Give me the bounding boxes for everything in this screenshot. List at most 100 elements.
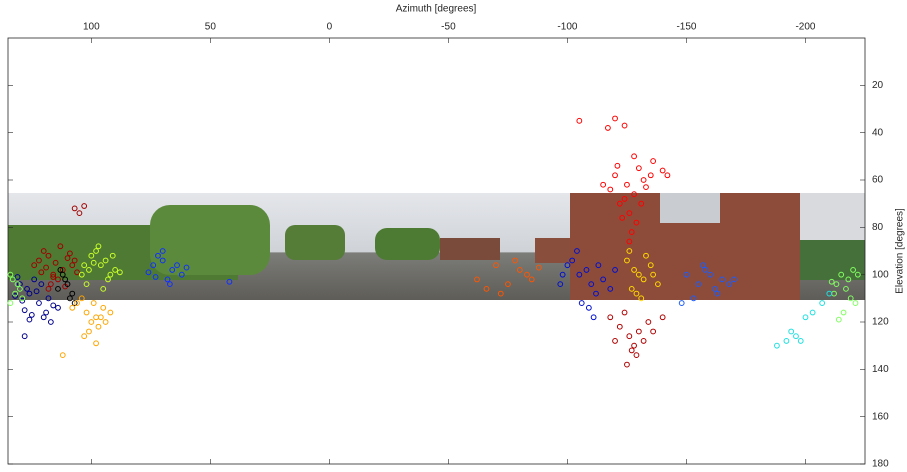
scatter-point — [516, 267, 523, 273]
scatter-point — [81, 333, 88, 340]
scatter-point — [797, 338, 804, 344]
scatter-point — [97, 262, 104, 269]
scatter-point — [505, 281, 511, 288]
scatter-point — [607, 285, 614, 292]
y-tick-label: 60 — [872, 175, 884, 186]
scatter-point — [71, 205, 78, 212]
scatter-point — [731, 276, 737, 283]
scatter-point — [624, 257, 630, 264]
scatter-point — [169, 267, 176, 273]
scatter-point — [621, 122, 628, 129]
scatter-point — [26, 316, 33, 323]
x-tick-label: -200 — [795, 22, 815, 33]
scatter-point — [643, 252, 649, 259]
scatter-point — [633, 290, 640, 297]
scatter-point — [83, 309, 90, 316]
scatter-point — [647, 262, 654, 269]
scatter-point — [12, 290, 19, 297]
scatter-point — [45, 295, 52, 302]
scatter-point — [619, 214, 626, 221]
scatter-point — [71, 257, 78, 264]
scatter-point — [643, 184, 649, 191]
scatter-point — [845, 276, 852, 283]
scatter-point — [19, 295, 26, 302]
x-axis-label: Azimuth [degrees] — [396, 4, 477, 15]
scatter-point — [712, 285, 718, 292]
scatter-point — [90, 300, 97, 306]
scatter-point — [59, 352, 66, 359]
scatter-point — [81, 262, 88, 269]
scatter-point — [631, 342, 637, 349]
scatter-point — [100, 285, 107, 292]
scatter-point — [826, 290, 833, 297]
scatter-point — [93, 248, 99, 254]
scatter-point — [164, 276, 171, 283]
scatter-point — [45, 252, 52, 259]
scatter-point — [78, 271, 85, 278]
scatter-point — [624, 181, 630, 188]
scatter-point — [524, 271, 530, 278]
scatter-point — [55, 285, 61, 292]
scatter-point — [47, 319, 54, 325]
scatter-point — [166, 281, 173, 288]
scatter-point — [497, 290, 504, 297]
scatter-point — [621, 309, 628, 316]
scatter-point — [850, 267, 856, 273]
scatter-point — [38, 281, 45, 288]
scatter-point — [102, 257, 109, 264]
scatter-point — [36, 300, 42, 306]
scatter-point — [50, 271, 57, 278]
scatter-point — [576, 271, 583, 278]
scatter-point — [707, 271, 714, 278]
scatter-point — [21, 333, 28, 340]
panorama-photo — [8, 193, 865, 300]
scatter-point — [109, 252, 116, 259]
scatter-point — [62, 276, 69, 283]
y-tick-label: 80 — [872, 222, 884, 233]
scatter-point — [628, 347, 635, 354]
scatter-point — [600, 181, 607, 188]
scatter-point — [78, 295, 85, 302]
scatter-point — [590, 314, 597, 321]
scatter-point — [31, 262, 38, 269]
scatter-point — [38, 269, 45, 276]
scatter-point — [150, 262, 157, 269]
scatter-point — [559, 271, 566, 278]
scatter-point — [88, 252, 95, 259]
scatter-point — [116, 269, 123, 276]
scatter-point — [483, 285, 490, 292]
scatter-point — [595, 262, 602, 269]
scatter-point — [36, 257, 42, 264]
scatter-point — [783, 338, 790, 344]
scatter-point — [719, 276, 726, 283]
y-axis-label: Elevation [degrees] — [895, 208, 906, 294]
y-tick-label: 140 — [872, 364, 889, 375]
y-tick-label: 180 — [872, 459, 889, 470]
scatter-point — [574, 248, 580, 254]
scatter-point — [650, 271, 657, 278]
y-tick-label: 20 — [872, 80, 884, 91]
scatter-point — [76, 210, 83, 217]
scatter-point — [31, 276, 38, 283]
scatter-point — [12, 293, 19, 299]
scatter-point — [43, 309, 49, 316]
scatter-point — [59, 271, 66, 278]
scatter-point — [650, 158, 657, 164]
x-tick-label: 0 — [327, 22, 333, 33]
scatter-point — [95, 243, 102, 250]
scatter-point — [40, 248, 47, 254]
scatter-point — [774, 342, 780, 349]
scatter-point — [9, 276, 16, 283]
scatter-point — [107, 309, 114, 316]
scatter-point — [66, 295, 73, 302]
scatter-point — [607, 314, 614, 321]
scatter-point — [788, 328, 795, 335]
scatter-point — [57, 267, 64, 273]
scatter-point — [690, 295, 697, 302]
scatter-point — [635, 165, 642, 172]
scatter-point — [178, 271, 185, 278]
y-tick-label: 160 — [872, 411, 889, 422]
scatter-point — [664, 172, 671, 179]
scatter-point — [638, 295, 645, 302]
scatter-point — [683, 271, 690, 278]
